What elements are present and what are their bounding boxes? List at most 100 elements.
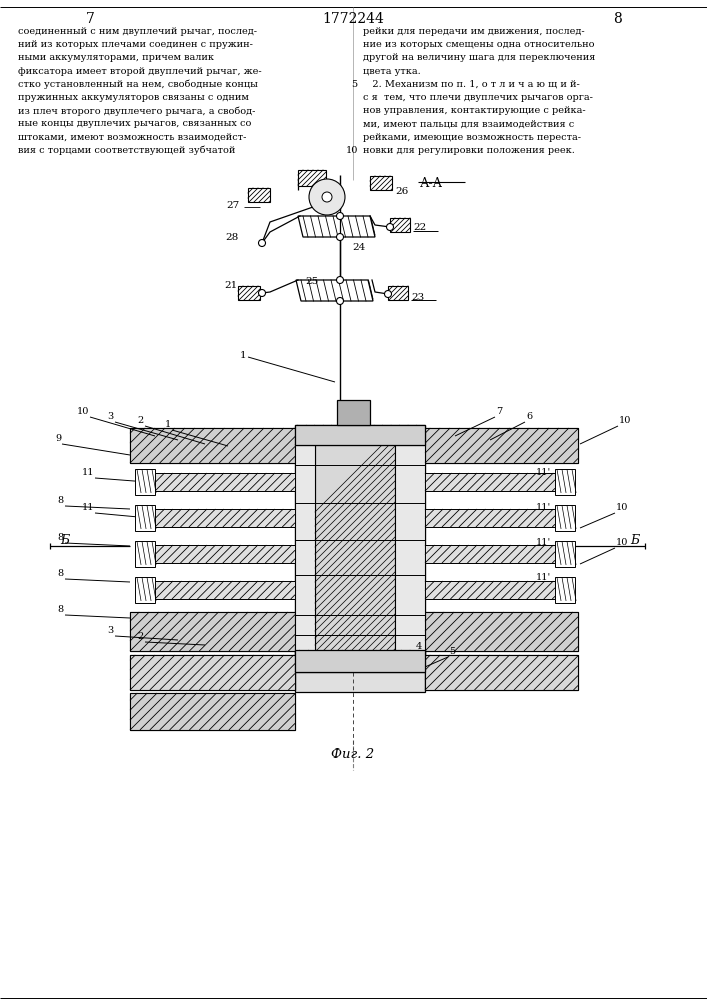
Text: 1772244: 1772244 [322,12,384,26]
Bar [130,655,295,690]
Bar [155,509,295,527]
Text: 3: 3 [107,412,114,421]
Text: 7: 7 [496,407,502,416]
Text: 9: 9 [55,434,61,443]
Text: 2: 2 [138,632,144,641]
Text: Б: Б [631,534,640,546]
Circle shape [387,224,394,231]
Text: 10: 10 [616,503,629,512]
Bar [135,541,155,567]
Circle shape [259,290,266,296]
Polygon shape [296,280,373,301]
Bar [295,430,425,692]
Circle shape [309,179,345,215]
Circle shape [337,298,344,304]
Text: фиксатора имеет второй двуплечий рычаг, же-: фиксатора имеет второй двуплечий рычаг, … [18,67,262,76]
Text: рейки для передачи им движения, послед-: рейки для передачи им движения, послед- [363,27,585,36]
Bar [395,445,425,652]
Text: 10: 10 [346,146,358,155]
Circle shape [337,233,344,240]
Bar [295,650,425,672]
Bar [425,612,578,651]
Bar [130,693,295,730]
Text: 5: 5 [449,647,455,656]
Bar [295,425,425,445]
Bar [155,545,295,563]
Bar [155,473,295,491]
Text: 10: 10 [616,538,629,547]
Bar [315,445,395,652]
Text: 28: 28 [225,233,238,242]
Bar [337,400,370,425]
Bar [135,577,155,603]
Bar [425,655,578,690]
Circle shape [322,192,332,202]
Bar [130,428,295,463]
Polygon shape [298,216,375,237]
Bar [130,693,295,730]
Text: 21: 21 [224,280,238,290]
Text: 8: 8 [58,569,64,578]
Text: 1: 1 [165,420,171,429]
Bar [555,505,575,531]
Text: А-А: А-А [420,177,443,190]
Text: штоками, имеют возможность взаимодейст-: штоками, имеют возможность взаимодейст- [18,133,246,142]
Bar [425,612,578,651]
Text: нов управления, контактирующие с рейка-: нов управления, контактирующие с рейка- [363,106,585,115]
Text: ний из которых плечами соединен с пружин-: ний из которых плечами соединен с пружин… [18,40,253,49]
Text: соединенный с ним двуплечий рычаг, послед-: соединенный с ним двуплечий рычаг, после… [18,27,257,36]
Bar [238,286,260,300]
Text: Б: Б [60,534,69,546]
Bar [555,541,575,567]
Bar [390,218,410,232]
Bar [425,545,555,563]
Text: 6: 6 [526,412,532,421]
Text: 8: 8 [58,496,64,505]
Text: 23: 23 [411,292,424,302]
Text: 2. Механизм по п. 1, о т л и ч а ю щ и й-: 2. Механизм по п. 1, о т л и ч а ю щ и й… [363,80,580,89]
Bar [388,286,408,300]
Text: из плеч второго двуплечего рычага, а свобод-: из плеч второго двуплечего рычага, а сво… [18,106,255,116]
Text: 25: 25 [305,277,318,286]
Text: пружинных аккумуляторов связаны с одним: пружинных аккумуляторов связаны с одним [18,93,249,102]
Bar [155,473,295,491]
Text: 11: 11 [81,503,94,512]
Bar [130,612,295,651]
Bar [130,428,295,463]
Bar [425,428,578,463]
Bar [155,509,295,527]
Bar [295,425,425,445]
Circle shape [337,213,344,220]
Bar [425,428,578,463]
Bar [425,655,578,690]
Text: ные концы двуплечих рычагов, связанных со: ные концы двуплечих рычагов, связанных с… [18,119,252,128]
Bar [370,176,392,190]
Bar [155,581,295,599]
Text: 27: 27 [226,200,239,210]
Text: ми, имеют пальцы для взаимодействия с: ми, имеют пальцы для взаимодействия с [363,119,574,128]
Bar [295,650,425,672]
Text: 10: 10 [619,416,631,425]
Text: 11': 11' [536,573,551,582]
Bar [130,655,295,690]
Text: 3: 3 [107,626,114,635]
Bar [295,445,315,652]
Text: Фиг. 2: Фиг. 2 [332,748,375,761]
Text: 22: 22 [413,224,426,232]
Text: 8: 8 [613,12,621,26]
Text: 10: 10 [76,407,89,416]
Text: цвета утка.: цвета утка. [363,67,421,76]
Text: 26: 26 [395,188,408,196]
Circle shape [337,276,344,284]
Text: 4: 4 [416,642,422,651]
Text: 11: 11 [81,468,94,477]
Bar [135,505,155,531]
Text: 7: 7 [86,12,95,26]
Text: 24: 24 [352,243,366,252]
Bar [135,469,155,495]
Bar [425,509,555,527]
Text: 8: 8 [58,605,64,614]
Circle shape [385,290,392,298]
Text: 11': 11' [536,538,551,547]
Bar [425,581,555,599]
